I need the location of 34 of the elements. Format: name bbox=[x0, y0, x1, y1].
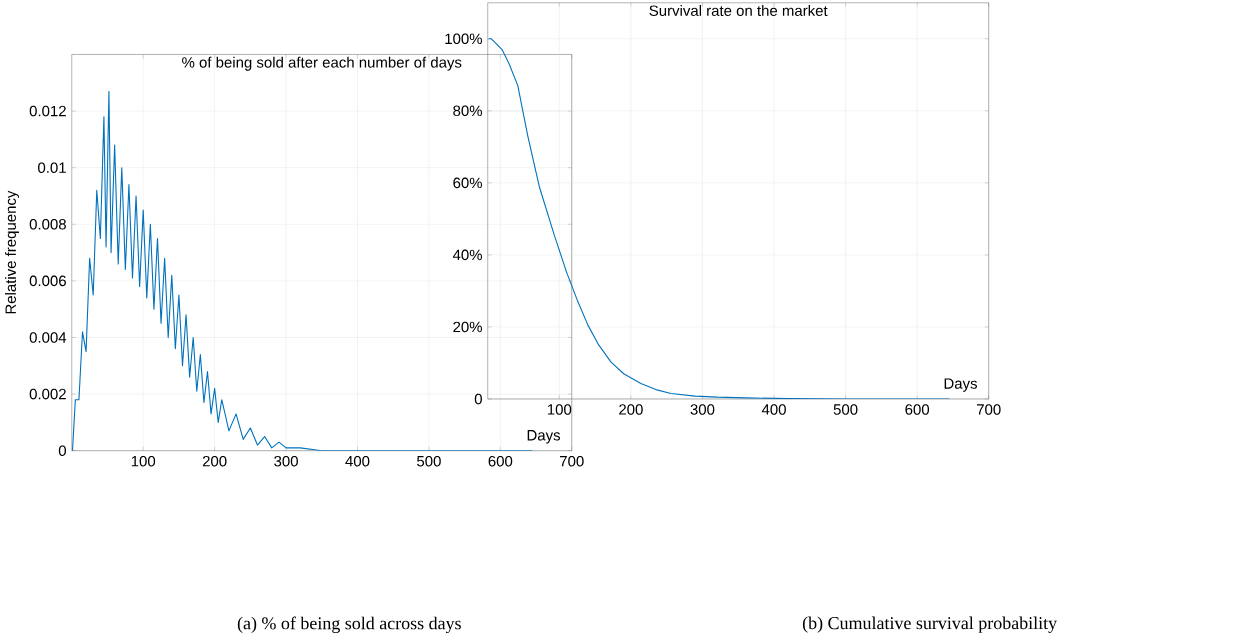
y-tick-label: 0.008 bbox=[29, 218, 66, 230]
x-tick-label: 200 bbox=[202, 455, 227, 467]
y-tick-label: 100% bbox=[445, 33, 482, 44]
x-tick-label: 500 bbox=[417, 455, 441, 467]
x-tick-label: 300 bbox=[274, 455, 298, 467]
y-tick-label: 0 bbox=[58, 445, 66, 456]
x-tick-label: 600 bbox=[488, 455, 513, 467]
x-tick-label: 700 bbox=[560, 455, 584, 467]
x-tick-label: 200 bbox=[619, 404, 643, 415]
y-tick-label: 40% bbox=[452, 249, 482, 261]
y-tick-label: 0.002 bbox=[29, 388, 66, 400]
x-tick-label: 400 bbox=[345, 455, 370, 467]
x-tick-label: 100 bbox=[131, 455, 156, 467]
chart-title: Survival rate on the market bbox=[649, 4, 828, 16]
x-tick-label: 100 bbox=[547, 404, 572, 415]
y-tick-label: 60% bbox=[453, 177, 482, 189]
text: (a) % of being sold across days bbox=[237, 616, 461, 633]
y-tick-label: 0 bbox=[474, 393, 482, 405]
x-tick-label: 500 bbox=[833, 404, 858, 415]
y-tick-label: 0.004 bbox=[29, 332, 67, 343]
x-tick-label: 700 bbox=[976, 404, 1001, 415]
y-tick-label: 80% bbox=[453, 105, 482, 116]
y-tick-label: 0.01 bbox=[38, 162, 66, 173]
x-axis-title: Days bbox=[527, 429, 561, 444]
chart-title: % of being sold after each number of days bbox=[182, 56, 462, 71]
y-tick-label: 0.006 bbox=[29, 275, 66, 287]
x-tick-label: 300 bbox=[690, 404, 715, 415]
y-axis-title: Relative frequency bbox=[4, 190, 19, 314]
text: (b) Cumulative survival probability bbox=[802, 616, 1058, 633]
y-tick-label: 20% bbox=[453, 321, 482, 333]
x-tick-label: 600 bbox=[905, 404, 930, 415]
x-axis-title: Days bbox=[944, 378, 977, 392]
x-tick-label: 400 bbox=[761, 404, 786, 415]
y-tick-label: 0.012 bbox=[29, 105, 66, 117]
